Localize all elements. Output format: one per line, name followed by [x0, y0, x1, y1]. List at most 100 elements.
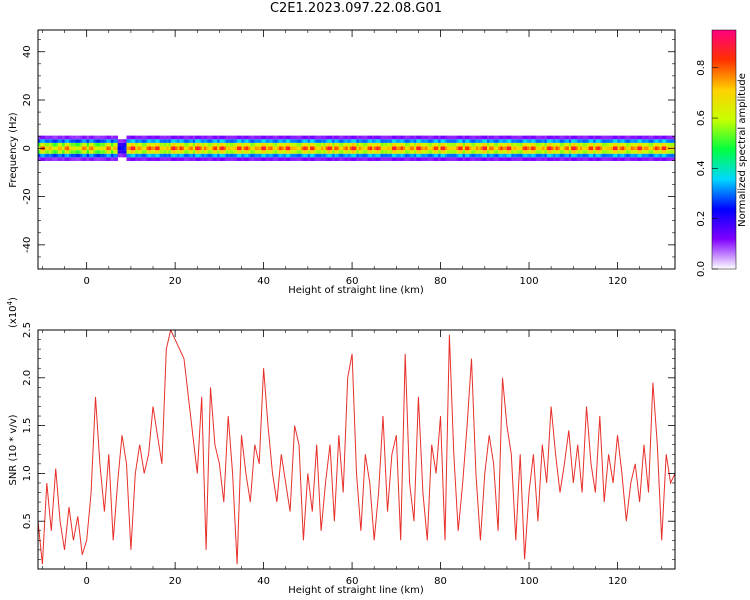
heatmap-cell	[290, 146, 293, 151]
heatmap-cell	[599, 142, 603, 147]
heatmap-cell	[394, 146, 397, 151]
heatmap-cell	[595, 150, 598, 154]
heatmap-cell	[411, 146, 415, 151]
heatmap-cell	[46, 139, 50, 143]
heatmap-cell	[500, 146, 503, 151]
heatmap-cell	[206, 157, 209, 161]
heatmap-cell	[38, 142, 41, 147]
heatmap-cell	[157, 150, 161, 154]
heatmap-cell	[230, 146, 234, 151]
heatmap-cell	[55, 150, 59, 154]
heatmap-cell	[276, 142, 280, 147]
heatmap-cell	[365, 139, 368, 143]
heatmap-cell	[515, 153, 519, 158]
heatmap-cell	[228, 157, 231, 161]
heatmap-cell	[515, 157, 519, 161]
heatmap-cell	[212, 157, 216, 161]
heatmap-cell	[659, 135, 663, 140]
heatmap-cell	[498, 135, 501, 140]
heatmap-cell	[88, 150, 92, 154]
heatmap-cell	[108, 139, 112, 143]
heatmap-cell	[619, 142, 623, 147]
heatmap-cell	[281, 135, 284, 140]
heatmap-cell	[195, 146, 198, 151]
heatmap-cell	[268, 146, 271, 151]
heatmap-cell	[270, 153, 273, 158]
heatmap-cell	[429, 142, 433, 147]
heatmap-cell	[276, 153, 280, 158]
heatmap-cell	[661, 153, 665, 158]
heatmap-cell	[252, 139, 256, 143]
heatmap-cell	[168, 142, 172, 147]
heatmap-cell	[75, 146, 79, 151]
heatmap-cell	[179, 139, 183, 143]
heatmap-cell	[493, 157, 497, 161]
heatmap-cell	[551, 139, 554, 143]
heatmap-cell	[484, 150, 488, 154]
heatmap-cell	[285, 153, 289, 158]
heatmap-cell	[106, 135, 110, 140]
heatmap-cell	[383, 142, 386, 147]
heatmap-cell	[102, 146, 105, 151]
heatmap-cell	[270, 142, 273, 147]
heatmap-cell	[124, 139, 127, 143]
heatmap-cell	[371, 153, 375, 158]
heatmap-cell	[517, 153, 521, 158]
heatmap-cell	[500, 153, 503, 158]
heatmap-cell	[168, 146, 172, 151]
heatmap-cell	[644, 139, 647, 143]
heatmap-cell	[566, 146, 570, 151]
heatmap-cell	[40, 139, 43, 143]
heatmap-cell	[411, 153, 415, 158]
heatmap-cell	[360, 150, 364, 154]
heatmap-cell	[97, 146, 101, 151]
heatmap-cell	[418, 157, 422, 161]
heatmap-cell	[672, 135, 675, 140]
heatmap-cell	[509, 157, 512, 161]
heatmap-cell	[610, 157, 614, 161]
heatmap-cell	[259, 139, 262, 143]
heatmap-cell	[387, 153, 391, 158]
heatmap-cell	[559, 142, 563, 147]
heatmap-cell	[440, 139, 444, 143]
heatmap-cell	[628, 135, 632, 140]
heatmap-cell	[221, 153, 225, 158]
heatmap-cell	[540, 153, 543, 158]
heatmap-cell	[460, 153, 464, 158]
heatmap-cell	[542, 139, 545, 143]
heatmap-cell	[170, 142, 174, 147]
heatmap-cell	[506, 153, 510, 158]
colorbar-tick-label: 0.6	[696, 110, 707, 126]
heatmap-cell	[646, 157, 649, 161]
heatmap-cell	[290, 139, 293, 143]
heatmap-cell	[385, 150, 388, 154]
heatmap-cell	[347, 139, 351, 143]
heatmap-cell	[161, 153, 165, 158]
heatmap-cell	[559, 135, 563, 140]
heatmap-cell	[190, 153, 194, 158]
heatmap-cell	[531, 135, 534, 140]
heatmap-cell	[305, 157, 309, 161]
heatmap-cell	[433, 135, 437, 140]
heatmap-cell	[606, 135, 610, 140]
heatmap-cell	[221, 142, 225, 147]
heatmap-cell	[150, 157, 154, 161]
heatmap-cell	[407, 139, 410, 143]
heatmap-cell	[533, 157, 537, 161]
heatmap-cell	[77, 150, 81, 154]
figure-title: C2E1.2023.097.22.08.G01	[269, 1, 443, 16]
heatmap-cell	[153, 153, 156, 158]
heatmap-cell	[183, 139, 187, 143]
heatmap-cell	[568, 157, 572, 161]
heatmap-cell	[217, 135, 220, 140]
heatmap-cell	[208, 153, 211, 158]
heatmap-cell	[619, 157, 623, 161]
heatmap-cell	[113, 146, 116, 151]
heatmap-cell	[383, 139, 386, 143]
heatmap-cell	[214, 142, 218, 147]
heatmap-cell	[53, 135, 57, 140]
heatmap-cell	[624, 153, 627, 158]
heatmap-cell	[555, 153, 559, 158]
heatmap-cell	[498, 150, 501, 154]
heatmap-cell	[38, 150, 41, 154]
